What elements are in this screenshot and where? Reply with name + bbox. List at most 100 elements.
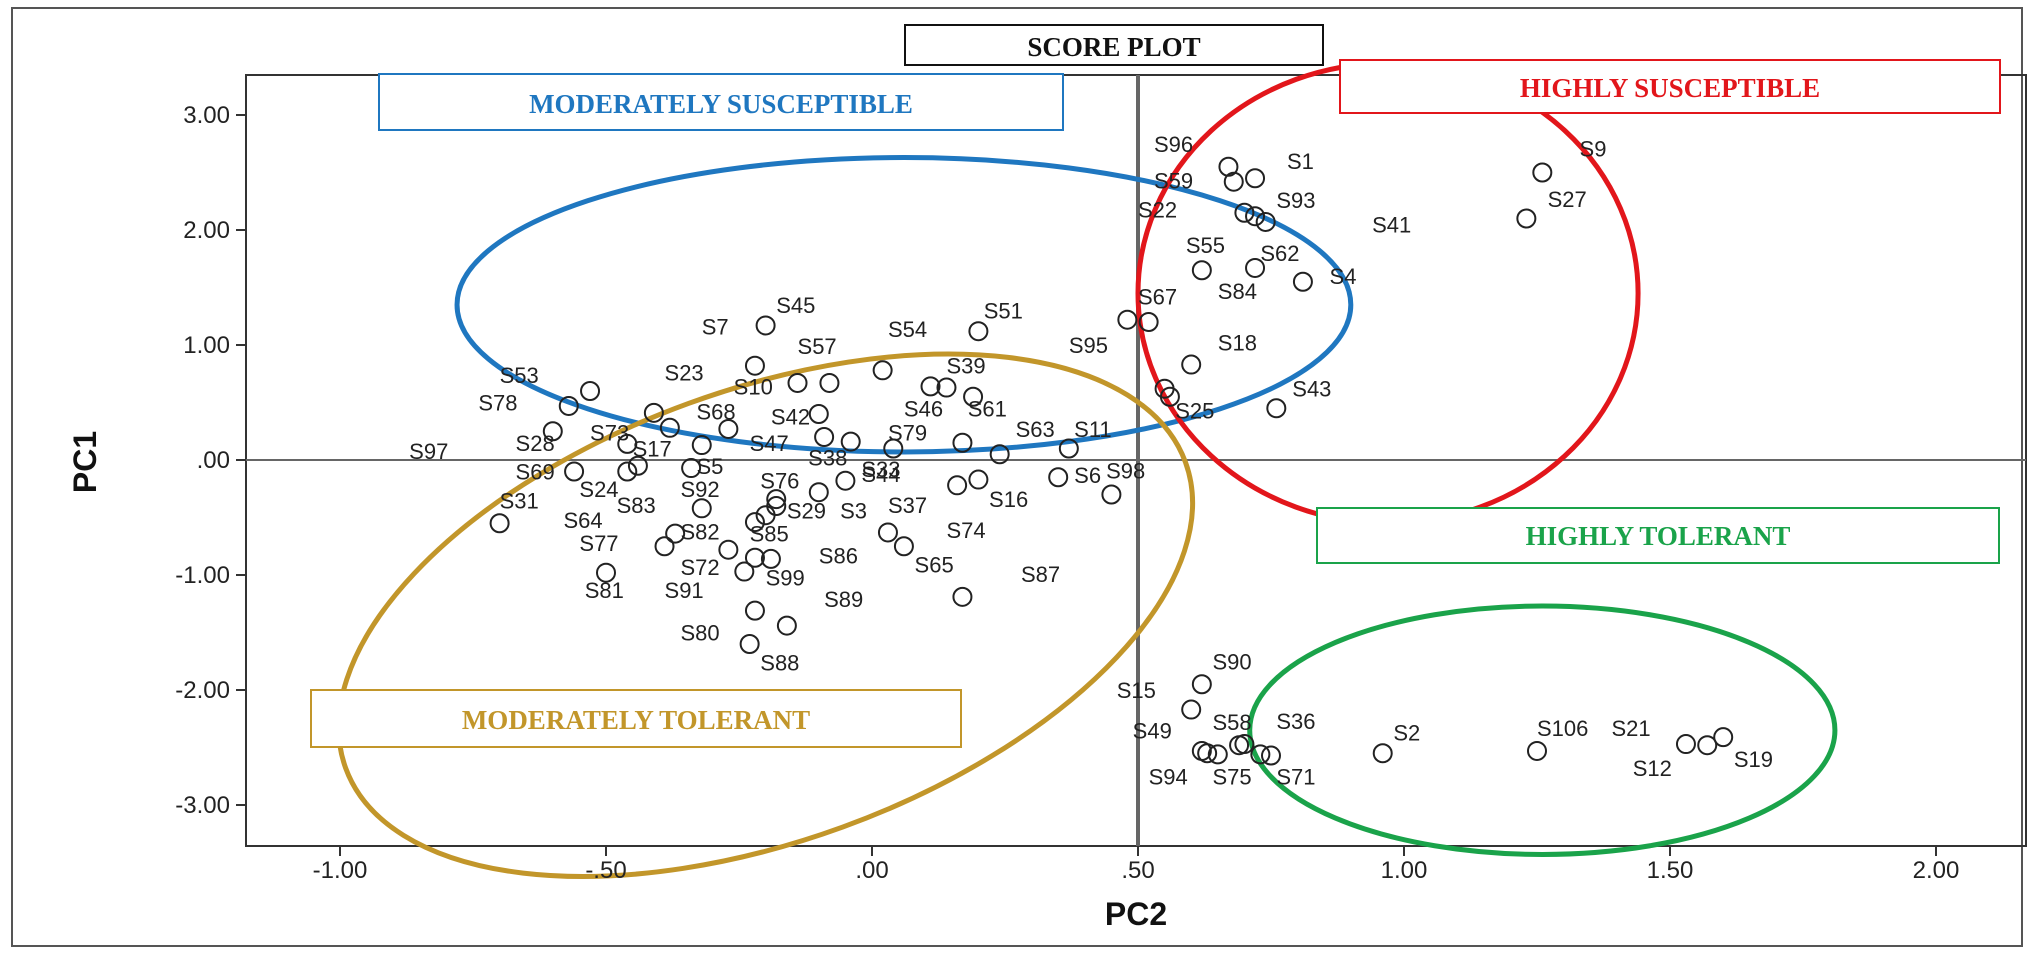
point-s86: [654, 536, 675, 557]
point-label-s6: S6: [1074, 463, 1101, 488]
point-s69: [564, 461, 585, 482]
point-s31: [1048, 467, 1069, 488]
point-s72: [893, 536, 914, 557]
point-label-s16: S16: [989, 487, 1028, 512]
point-label-s82: S82: [680, 519, 719, 544]
point-s28: [542, 421, 563, 442]
point-s46: [936, 377, 957, 398]
point-s82: [665, 523, 686, 544]
point-label-s77: S77: [579, 531, 618, 556]
group-box-moderately-susceptible: [378, 73, 1064, 131]
group-box-highly-susceptible: [1339, 59, 2001, 114]
point-s62: [1245, 257, 1266, 278]
point-s75: [1250, 744, 1271, 765]
point-s80: [739, 634, 760, 654]
point-s27: [1516, 208, 1537, 229]
point-label-s28: S28: [516, 431, 555, 456]
point-s99: [760, 548, 781, 569]
y-tick-label: .00: [197, 447, 230, 474]
point-s19: [1713, 727, 1734, 748]
point-s74: [744, 512, 765, 533]
point-s25: [1159, 386, 1180, 407]
point-s92: [766, 489, 787, 510]
point-label-s37: S37: [888, 493, 927, 518]
point-label-s75: S75: [1212, 764, 1251, 789]
point-label-s39: S39: [946, 354, 985, 379]
point-label-s24: S24: [579, 477, 618, 502]
point-s29: [489, 513, 510, 534]
title-box: [904, 24, 1324, 66]
point-label-s31: S31: [500, 488, 539, 513]
point-s83: [1101, 484, 1122, 505]
point-s79: [814, 427, 835, 447]
y-tick-label: 1.00: [183, 332, 230, 359]
point-label-s96: S96: [1154, 132, 1193, 157]
point-s91: [734, 561, 755, 582]
point-s87: [952, 586, 973, 607]
point-s22: [1234, 202, 1255, 223]
point-s106: [1527, 740, 1547, 761]
point-label-s42: S42: [771, 404, 810, 429]
point-s7: [744, 355, 765, 376]
point-s97: [989, 444, 1010, 465]
x-tick-label: 2.00: [1913, 857, 1960, 884]
point-label-s22: S22: [1138, 197, 1177, 222]
point-s81: [596, 562, 616, 583]
point-s3: [691, 498, 712, 519]
point-label-s76: S76: [760, 469, 799, 494]
point-label-s12: S12: [1633, 756, 1672, 781]
point-label-s45: S45: [776, 293, 815, 318]
point-label-s15: S15: [1117, 678, 1156, 703]
y-tick-label: 3.00: [183, 102, 230, 129]
point-s17: [691, 435, 712, 456]
point-s9: [1532, 162, 1553, 183]
point-label-s87: S87: [1021, 562, 1060, 587]
x-tick-label: .50: [1121, 857, 1154, 884]
point-s15: [1181, 699, 1202, 720]
point-s61: [963, 386, 984, 407]
point-label-s44: S44: [861, 462, 900, 487]
point-label-s46: S46: [904, 396, 943, 421]
point-s71: [1261, 745, 1281, 766]
point-s90: [1191, 674, 1212, 695]
point-s93: [1245, 206, 1266, 227]
x-tick-label: -1.00: [313, 857, 368, 884]
point-label-s71: S71: [1276, 764, 1315, 789]
y-axis-ticks: 3.00 2.00 1.00 .00 -1.00 -2.00 -3.00: [175, 102, 246, 819]
x-axis-ticks: -1.00 -.50 .00 .50 1.00 1.50 2.00: [313, 846, 1960, 884]
point-s42: [718, 418, 739, 439]
point-s64: [766, 496, 787, 516]
figure-border: [11, 7, 2023, 947]
group-label-moderately-tolerant: MODERATELY TOLERANT: [462, 705, 810, 735]
point-s68: [659, 417, 680, 438]
point-s94: [1191, 740, 1212, 761]
point-s59: [1223, 171, 1244, 192]
point-s84: [1138, 312, 1159, 332]
group-label-moderately-susceptible: MODERATELY SUSCEPTIBLE: [529, 89, 913, 119]
point-label-s19: S19: [1734, 747, 1773, 772]
point-s88: [776, 615, 797, 636]
point-label-s10: S10: [734, 374, 773, 399]
y-tick-label: -2.00: [175, 677, 230, 704]
ellipse-moderately-tolerant: [336, 351, 1196, 879]
ellipse-highly-tolerant: [1247, 603, 1838, 857]
group-box-highly-tolerant: [1316, 507, 2000, 564]
point-label-s94: S94: [1149, 764, 1188, 789]
point-label-s49: S49: [1133, 718, 1172, 743]
x-tick-label: 1.50: [1647, 857, 1694, 884]
point-s78: [558, 395, 579, 416]
point-label-s2: S2: [1393, 721, 1420, 746]
point-label-s11: S11: [1074, 417, 1112, 442]
point-label-s17: S17: [633, 437, 672, 462]
point-label-s41: S41: [1372, 212, 1411, 237]
point-label-s91: S91: [665, 578, 704, 603]
point-label-s86: S86: [819, 543, 858, 568]
point-s51: [968, 321, 989, 342]
point-s41: [1255, 211, 1276, 232]
point-s47: [808, 404, 829, 424]
point-label-s67: S67: [1138, 285, 1177, 310]
x-tick-label: .00: [855, 857, 888, 884]
point-label-s85: S85: [750, 522, 789, 547]
point-label-s3: S3: [840, 499, 867, 524]
